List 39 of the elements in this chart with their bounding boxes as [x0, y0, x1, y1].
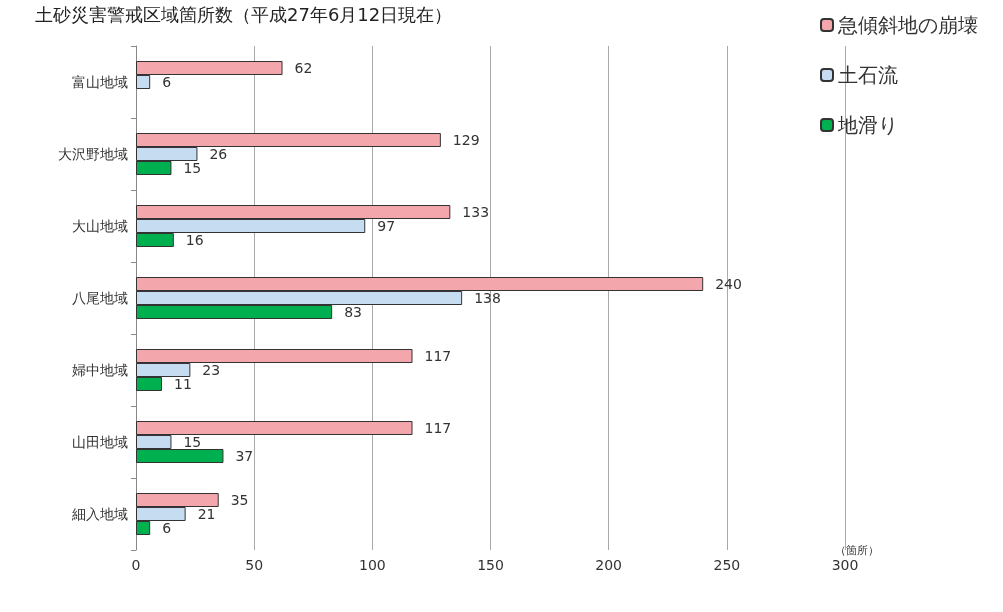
y-tick-label: 大沢野地域: [58, 146, 128, 162]
legend-label: 急傾斜地の崩壊: [837, 13, 978, 37]
y-tick-label: 八尾地域: [72, 290, 128, 306]
x-tick-label: 50: [245, 557, 264, 573]
x-axis-title: （箇所）: [835, 543, 879, 557]
data-label: 138: [474, 290, 501, 306]
data-label: 133: [462, 204, 490, 220]
data-label: 129: [452, 132, 480, 148]
x-tick-label: 300: [831, 557, 859, 573]
data-label: 37: [235, 448, 254, 464]
data-label: 21: [197, 506, 216, 522]
data-label: 6: [162, 74, 172, 90]
chart-title: 土砂災害警戒区域箇所数（平成27年6月12日現在）: [35, 3, 453, 25]
data-label: 35: [230, 492, 249, 508]
data-label: 117: [424, 348, 452, 364]
y-tick-label: 富山地域: [72, 74, 128, 90]
data-label: 62: [294, 60, 313, 76]
y-tick-label: 婦中地域: [72, 362, 128, 378]
y-tick-label: 大山地域: [72, 218, 128, 234]
data-label: 15: [183, 434, 202, 450]
y-tick-label: 細入地域: [71, 506, 128, 522]
data-label: 23: [202, 362, 221, 378]
legend-label: 地滑り: [837, 113, 898, 137]
x-tick-label: 100: [358, 557, 386, 573]
x-tick-label: 150: [477, 557, 504, 573]
y-tick-label: 山田地域: [72, 434, 128, 450]
x-tick-label: 250: [713, 557, 741, 573]
data-label: 6: [162, 520, 172, 536]
x-tick-label: 0: [131, 557, 141, 573]
x-tick-label: 200: [595, 557, 623, 573]
data-label: 240: [715, 276, 742, 292]
legend-label: 土石流: [838, 63, 898, 87]
data-label: 83: [344, 304, 362, 320]
data-label: 15: [183, 160, 202, 176]
data-label: 117: [424, 420, 452, 436]
data-label: 26: [209, 146, 228, 162]
data-label: 11: [174, 376, 192, 392]
data-label: 97: [377, 218, 396, 234]
data-label: 16: [185, 232, 204, 248]
